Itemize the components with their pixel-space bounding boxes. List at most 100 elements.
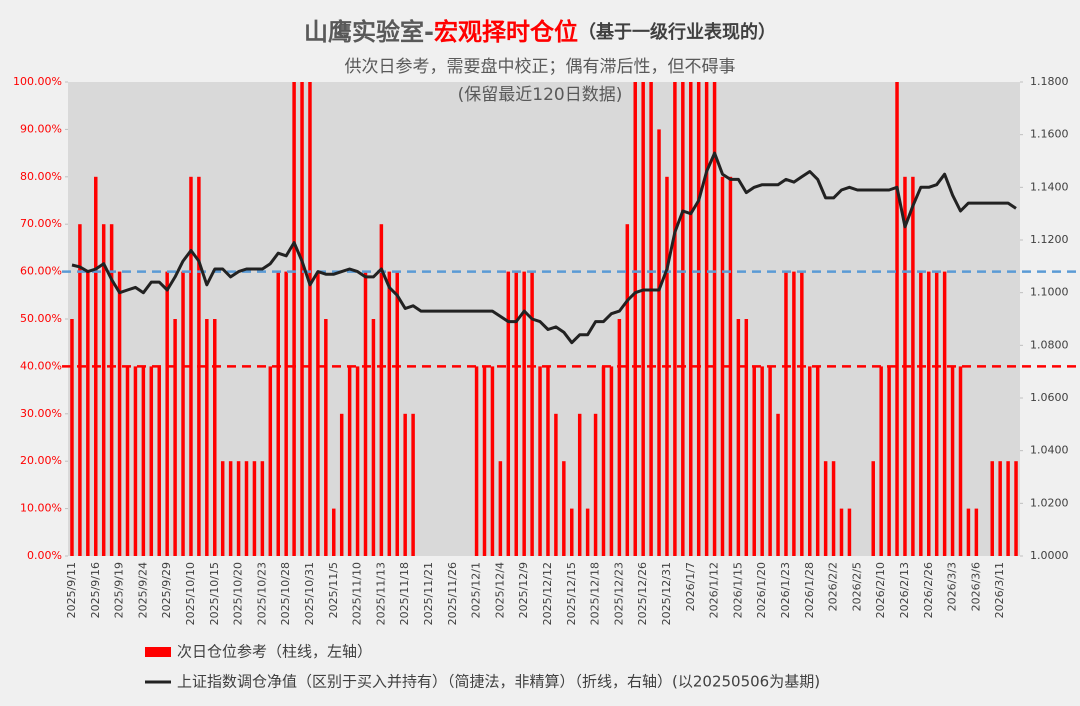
y-tick-label: 30.00% bbox=[20, 407, 62, 420]
y-tick-label: 100.00% bbox=[13, 75, 62, 88]
bar bbox=[141, 366, 146, 556]
chart-title: 山鹰实验室-宏观择时仓位（基于一级行业表现的） bbox=[304, 18, 776, 46]
bar bbox=[562, 461, 566, 556]
y2-tick-label: 1.1200 bbox=[1030, 233, 1069, 246]
bar bbox=[617, 319, 622, 556]
bar bbox=[78, 224, 82, 556]
bar bbox=[990, 461, 994, 556]
bar bbox=[577, 413, 582, 556]
x-tick-label: 2026/2/10 bbox=[874, 562, 887, 618]
bar bbox=[712, 82, 717, 556]
bar bbox=[879, 366, 883, 556]
bar bbox=[800, 271, 804, 556]
x-tick-label: 2025/9/29 bbox=[160, 562, 173, 618]
bar bbox=[546, 366, 550, 556]
y2-tick-label: 1.0200 bbox=[1030, 496, 1069, 509]
bar bbox=[403, 413, 407, 556]
bar bbox=[768, 366, 772, 556]
bar bbox=[554, 413, 558, 556]
bar bbox=[696, 82, 701, 556]
bar bbox=[332, 508, 336, 556]
bar bbox=[173, 319, 177, 556]
x-tick-label: 2025/11/5 bbox=[327, 562, 340, 618]
bar bbox=[149, 366, 154, 556]
bar bbox=[998, 461, 1002, 556]
bar bbox=[966, 508, 971, 556]
bar bbox=[268, 366, 273, 556]
bar bbox=[522, 271, 526, 556]
y-tick-label: 0.00% bbox=[27, 549, 62, 562]
legend-label: 上证指数调仓净值（区别于买入并持有）（简捷法，非精算）（折线，右轴）(以2025… bbox=[177, 673, 820, 691]
line bbox=[71, 151, 1017, 345]
x-tick-label: 2025/11/10 bbox=[351, 562, 364, 625]
bar bbox=[823, 461, 828, 556]
x-tick-label: 2026/1/7 bbox=[684, 562, 697, 611]
y2-tick-label: 1.0400 bbox=[1030, 444, 1069, 457]
y2-tick-label: 1.1000 bbox=[1030, 286, 1069, 299]
bar bbox=[308, 82, 312, 556]
bar bbox=[752, 366, 756, 556]
x-tick-label: 2025/9/16 bbox=[89, 562, 102, 618]
bar bbox=[379, 224, 384, 556]
bar bbox=[887, 366, 891, 556]
bar bbox=[538, 366, 542, 556]
plot: 0.00% 10.00% 20.00% 30.00% 40.00% 50.00% 60.00… bbox=[13, 75, 1080, 691]
x-tick-label: 2025/9/11 bbox=[65, 562, 78, 618]
x-tick-label: 2026/3/6 bbox=[969, 562, 982, 611]
subtitle: 供次日参考，需要盘中校正；偶有滞后性，但不碍事 bbox=[345, 57, 736, 77]
x-tick-label: 2026/3/11 bbox=[993, 562, 1006, 618]
x-tick-label: 2025/10/31 bbox=[303, 562, 316, 625]
x-tick-label: 2025/12/1 bbox=[470, 562, 483, 618]
legend-swatch bbox=[145, 647, 171, 657]
bar bbox=[292, 82, 296, 556]
x-tick-label: 2026/2/2 bbox=[827, 562, 840, 611]
bar bbox=[1014, 461, 1018, 556]
bar bbox=[125, 366, 130, 556]
bar bbox=[649, 82, 653, 556]
x-tick-label: 2025/9/24 bbox=[136, 562, 149, 618]
y-tick-label: 80.00% bbox=[20, 170, 62, 183]
bar bbox=[244, 461, 249, 556]
title-note: （基于一级行业表现的） bbox=[578, 21, 776, 43]
legend-label: 次日仓位参考（柱线，左轴） bbox=[177, 643, 372, 661]
bar bbox=[252, 461, 257, 556]
y-tick-label: 40.00% bbox=[20, 359, 62, 372]
bar bbox=[570, 508, 574, 556]
x-tick-label: 2025/12/15 bbox=[565, 562, 578, 625]
x-tick-label: 2025/12/4 bbox=[493, 562, 506, 618]
title-main: 山鹰实验室- bbox=[304, 18, 434, 46]
bar bbox=[70, 319, 74, 556]
bar bbox=[839, 508, 844, 556]
bar bbox=[831, 461, 836, 556]
bar bbox=[133, 366, 138, 556]
bar bbox=[942, 271, 947, 556]
bar bbox=[784, 271, 788, 556]
bar bbox=[585, 508, 590, 556]
bar bbox=[657, 129, 661, 556]
bar bbox=[704, 82, 709, 556]
bar bbox=[530, 271, 534, 556]
bar bbox=[871, 461, 875, 556]
bar bbox=[601, 366, 606, 556]
x-tick-label: 2025/12/18 bbox=[589, 562, 602, 625]
bar bbox=[958, 366, 963, 556]
x-tick-label: 2025/11/13 bbox=[374, 562, 387, 625]
y2-tick-label: 1.0000 bbox=[1030, 549, 1069, 562]
bar bbox=[347, 366, 352, 556]
bar bbox=[109, 224, 114, 556]
y-tick-label: 70.00% bbox=[20, 217, 62, 230]
title-highlight: 宏观择时仓位 bbox=[434, 18, 578, 46]
x-tick-label: 2025/9/19 bbox=[113, 562, 126, 618]
bar bbox=[165, 271, 169, 556]
bar bbox=[927, 271, 931, 556]
bar bbox=[300, 82, 304, 556]
x-tick-label: 2025/11/21 bbox=[422, 562, 435, 625]
x-tick-label: 2026/1/28 bbox=[803, 562, 816, 618]
x-tick-label: 2026/1/12 bbox=[708, 562, 721, 618]
bar bbox=[355, 366, 360, 556]
bar bbox=[316, 271, 320, 556]
y-tick-label: 90.00% bbox=[20, 122, 62, 135]
plot-area bbox=[68, 82, 1020, 556]
bar bbox=[506, 271, 511, 556]
